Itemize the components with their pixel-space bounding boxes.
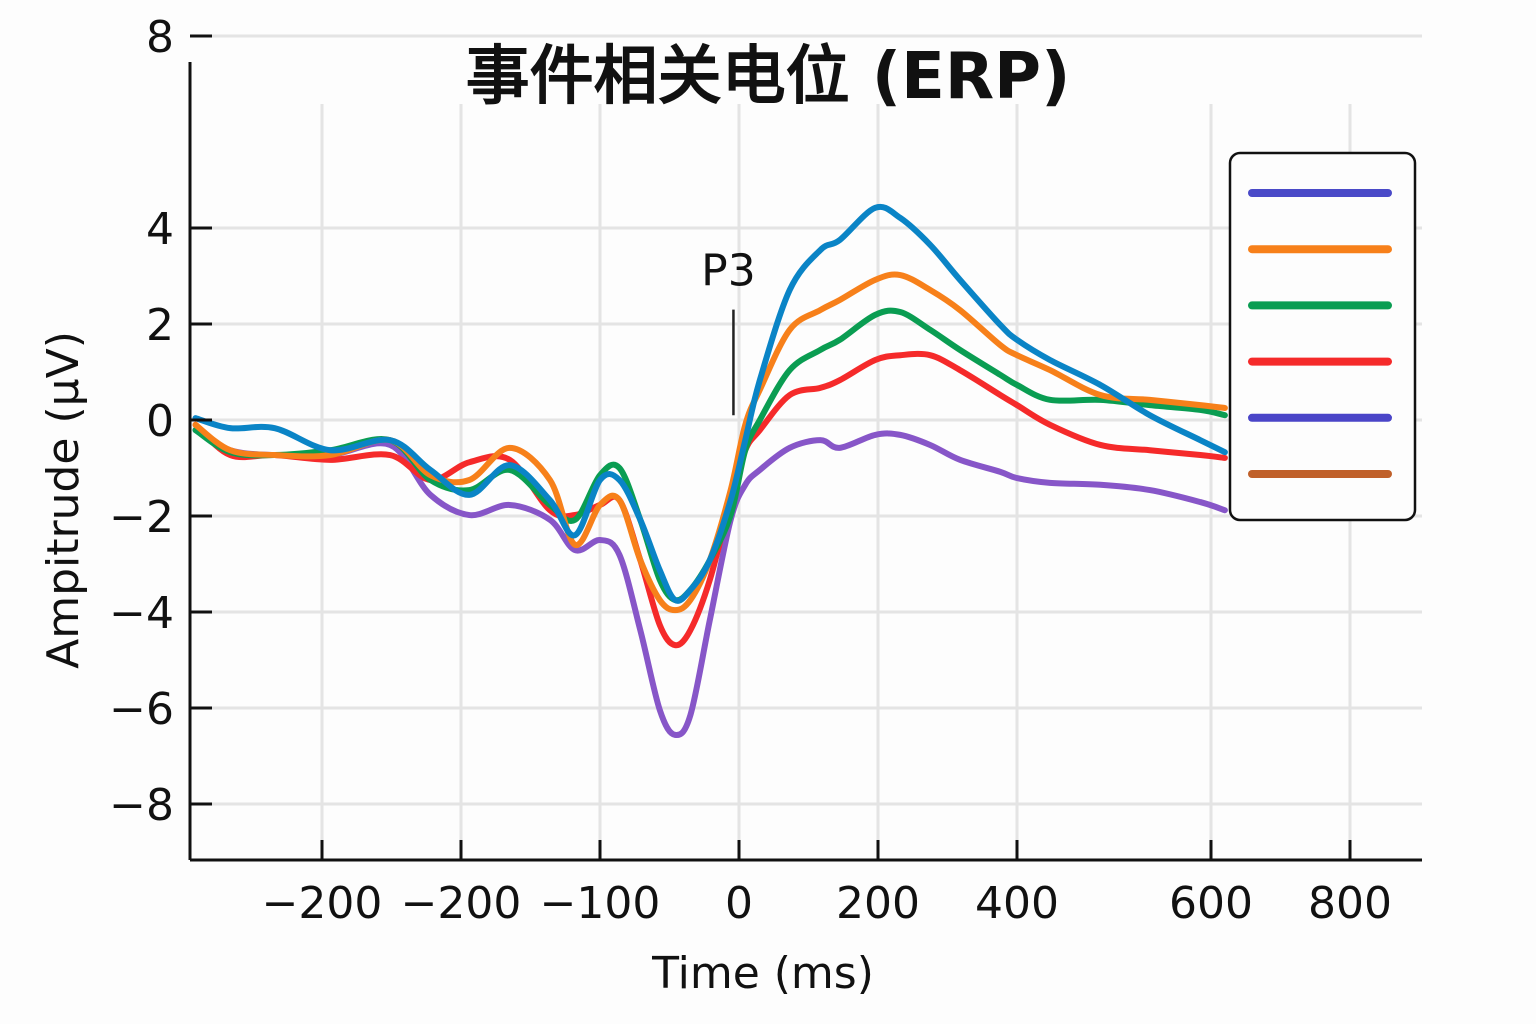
x-tick-label: −200 — [262, 878, 383, 929]
series-line-red — [192, 350, 1228, 649]
y-tick-label: −8 — [109, 780, 174, 831]
axes — [188, 62, 1422, 862]
y-tick-label: 4 — [146, 204, 174, 255]
grid — [190, 34, 1422, 860]
x-tick-label: 400 — [975, 878, 1059, 929]
y-tick-label: 2 — [146, 300, 174, 351]
x-tick-label: 800 — [1308, 878, 1392, 929]
series-line-blue — [192, 203, 1228, 604]
x-tick-label: 600 — [1169, 878, 1253, 929]
p3-annotation: P3 — [701, 246, 756, 416]
x-axis-label: Time (ms) — [651, 948, 874, 999]
y-tick-label: −2 — [109, 492, 174, 543]
x-tick-label: −100 — [540, 878, 661, 929]
p3-label: P3 — [701, 246, 756, 297]
y-tick-label: −6 — [109, 684, 174, 735]
x-tick-label: 0 — [725, 878, 753, 929]
y-axis-label: Ampitrude (µV) — [38, 331, 89, 669]
x-tick-label: 200 — [836, 878, 920, 929]
x-tick-label: −200 — [401, 878, 522, 929]
y-tick-label: 8 — [146, 12, 174, 63]
legend-box — [1228, 151, 1417, 522]
y-tick-label: 0 — [146, 396, 174, 447]
y-tick-label: −4 — [109, 588, 174, 639]
y-ticks: 8 4 2 0 −2 −4 −6 −8 — [109, 12, 212, 831]
series-lines — [192, 203, 1228, 739]
series-line-purple — [192, 427, 1228, 739]
legend — [1228, 151, 1417, 522]
x-ticks: −200 −200 −100 0 200 400 600 800 — [262, 840, 1392, 929]
chart-title: 事件相关电位 (ERP) — [466, 40, 1071, 114]
